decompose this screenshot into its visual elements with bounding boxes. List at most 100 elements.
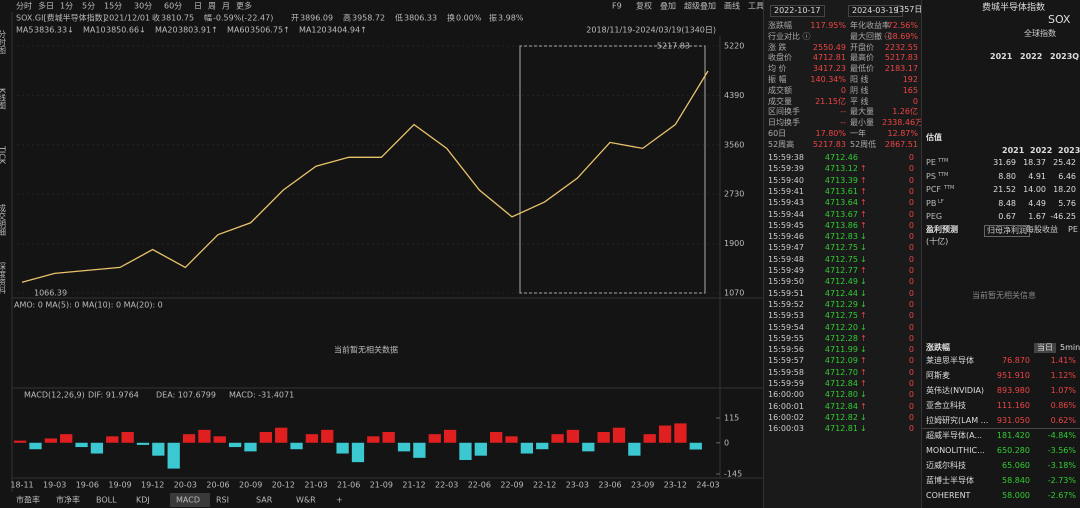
x-tick-label: 22-09 (500, 481, 523, 490)
mover-name: 亚舍立科技 (926, 401, 966, 410)
tick-dir: ↑ (860, 367, 867, 377)
macd-bar (551, 434, 564, 443)
tick-price: 4712.77 (824, 266, 858, 275)
x-tick-label: 20-03 (174, 481, 197, 490)
period-tab[interactable]: 日 (194, 2, 202, 11)
side-tab[interactable]: K线图 (0, 88, 7, 110)
mover-name: 超威半导体(A... (926, 431, 983, 440)
macd-bar (182, 434, 196, 443)
period-tab[interactable]: 60分 (164, 2, 182, 11)
bottom-tab[interactable]: W&R (296, 496, 316, 505)
mover-name: COHERENT (926, 491, 971, 500)
high-annotation: 5217.83 (657, 42, 690, 51)
side-tab[interactable]: 分时图 (0, 30, 7, 55)
index-code: SOX (1048, 13, 1071, 26)
tool-button[interactable]: F9 (612, 2, 622, 11)
macd-bar (566, 429, 580, 443)
metric-name: PCF (926, 185, 942, 194)
x-tick-label: 21-06 (337, 481, 360, 490)
tick-volume: 0 (908, 367, 914, 377)
period-tab[interactable]: 月 (222, 2, 230, 11)
stat-key: 区间换手 (768, 107, 800, 117)
tool-button[interactable]: 工具 (748, 2, 763, 11)
mover-price: 181.420 (996, 431, 1030, 440)
forecast-tab[interactable]: PE (1068, 225, 1078, 234)
y-tick-label: -145 (724, 469, 742, 478)
bottom-tab[interactable]: SAR (256, 496, 273, 505)
tool-button[interactable]: 画线 (724, 1, 740, 11)
stat-val: 5217.83 (884, 53, 918, 63)
mover-price: 58.840 (1002, 476, 1030, 485)
tick-price: 4712.80 (824, 390, 858, 400)
tick-price: 4713.39 (824, 175, 858, 185)
bottom-tab[interactable]: RSI (216, 496, 229, 505)
mover-change: 1.12% (1050, 371, 1076, 380)
mover-change: -3.18% (1047, 461, 1076, 470)
macd-bar (459, 442, 472, 460)
tick-volume: 0 (908, 356, 914, 366)
quote-key: 收 (152, 13, 160, 23)
metric-val: 31.69 (993, 158, 1016, 167)
index-title: 费城半导体指数 (982, 3, 1046, 13)
stat-val: 2867.51 (884, 139, 918, 149)
x-tick-label: 20-09 (239, 481, 262, 490)
bottom-tab[interactable]: 市盈率 (16, 495, 40, 505)
tick-dir: ↑ (860, 311, 867, 321)
movers-tab[interactable]: 当日 (1034, 343, 1056, 353)
tick-volume: 0 (908, 345, 914, 355)
side-tab[interactable]: 成交明细 (0, 203, 7, 237)
tick-time: 15:59:46 (768, 232, 804, 242)
stat-key: 最高价 (850, 53, 874, 63)
bg (0, 0, 763, 508)
period-tab[interactable]: 周 (208, 2, 216, 11)
macd-bar (167, 442, 180, 469)
side-tab[interactable]: TICK (0, 145, 7, 165)
bottom-tab[interactable]: KDJ (136, 496, 150, 505)
tool-button[interactable]: 复权 (636, 1, 652, 11)
ma-val: 3803.91↑ (178, 26, 218, 35)
x-tick-label: 18-11 (10, 481, 33, 490)
macd-bar (106, 436, 119, 443)
quote-val: 0.00% (456, 14, 482, 23)
bottom-tab[interactable]: BOLL (96, 496, 117, 505)
chart-area: 分时 多日 1分 5分 15分 30分 60分 日周月更多 F9 复权 叠加 超级叠加 画线 工具分时图 K… (0, 0, 763, 508)
movers-tab[interactable]: 5min (1060, 343, 1080, 352)
forecast-tab[interactable]: 归母净利润 (984, 225, 1030, 237)
period-tab[interactable]: 5分 (82, 2, 95, 11)
tick-price: 4712.46 (824, 153, 858, 162)
forecast-tab[interactable]: 每股收益 (1026, 225, 1058, 234)
period-tab[interactable]: 多日 (38, 1, 54, 11)
period-tab[interactable]: 分时 (16, 1, 32, 11)
tick-time: 15:59:57 (768, 356, 804, 366)
period-tab[interactable]: 更多 (236, 1, 252, 11)
tick-volume: 0 (908, 379, 914, 388)
mover-price: 111.160 (996, 401, 1030, 410)
side-tab[interactable]: 深度资料 (0, 262, 7, 295)
year-header: 2023Q1 (1050, 52, 1080, 61)
stat-val: -18.69% (884, 31, 918, 41)
tool-button[interactable]: 超级叠加 (684, 1, 716, 11)
tick-dir: ↓ (860, 232, 867, 242)
tool-button[interactable]: 叠加 (660, 1, 676, 11)
mover-name: 迈威尔科技 (926, 461, 966, 470)
price-line (21, 70, 709, 283)
mover-name: 阿斯麦 (926, 371, 950, 380)
year-header: 2023Q1 (1058, 146, 1080, 155)
quote-val: 3806.33 (404, 14, 437, 23)
bottom-tab[interactable]: MACD (176, 496, 200, 505)
period-tab[interactable]: 15分 (104, 2, 122, 11)
x-tick-label: 19-03 (43, 481, 66, 490)
tick-price: 4711.99 (824, 345, 858, 355)
stat-key: 日均换手 (768, 118, 800, 128)
metric-val: 6.46 (1058, 171, 1076, 181)
period-tab[interactable]: 30分 (134, 2, 152, 11)
macd-bar (658, 425, 672, 443)
bottom-tab[interactable]: 市净率 (56, 495, 80, 505)
tick-time: 16:00:02 (768, 412, 804, 422)
mover-price: 76.870 (1002, 356, 1030, 365)
metric-sup: TTM (944, 185, 955, 191)
period-tab[interactable]: 1分 (60, 2, 73, 11)
tick-dir: ↑ (860, 401, 867, 411)
bottom-tab[interactable]: + (336, 496, 343, 505)
